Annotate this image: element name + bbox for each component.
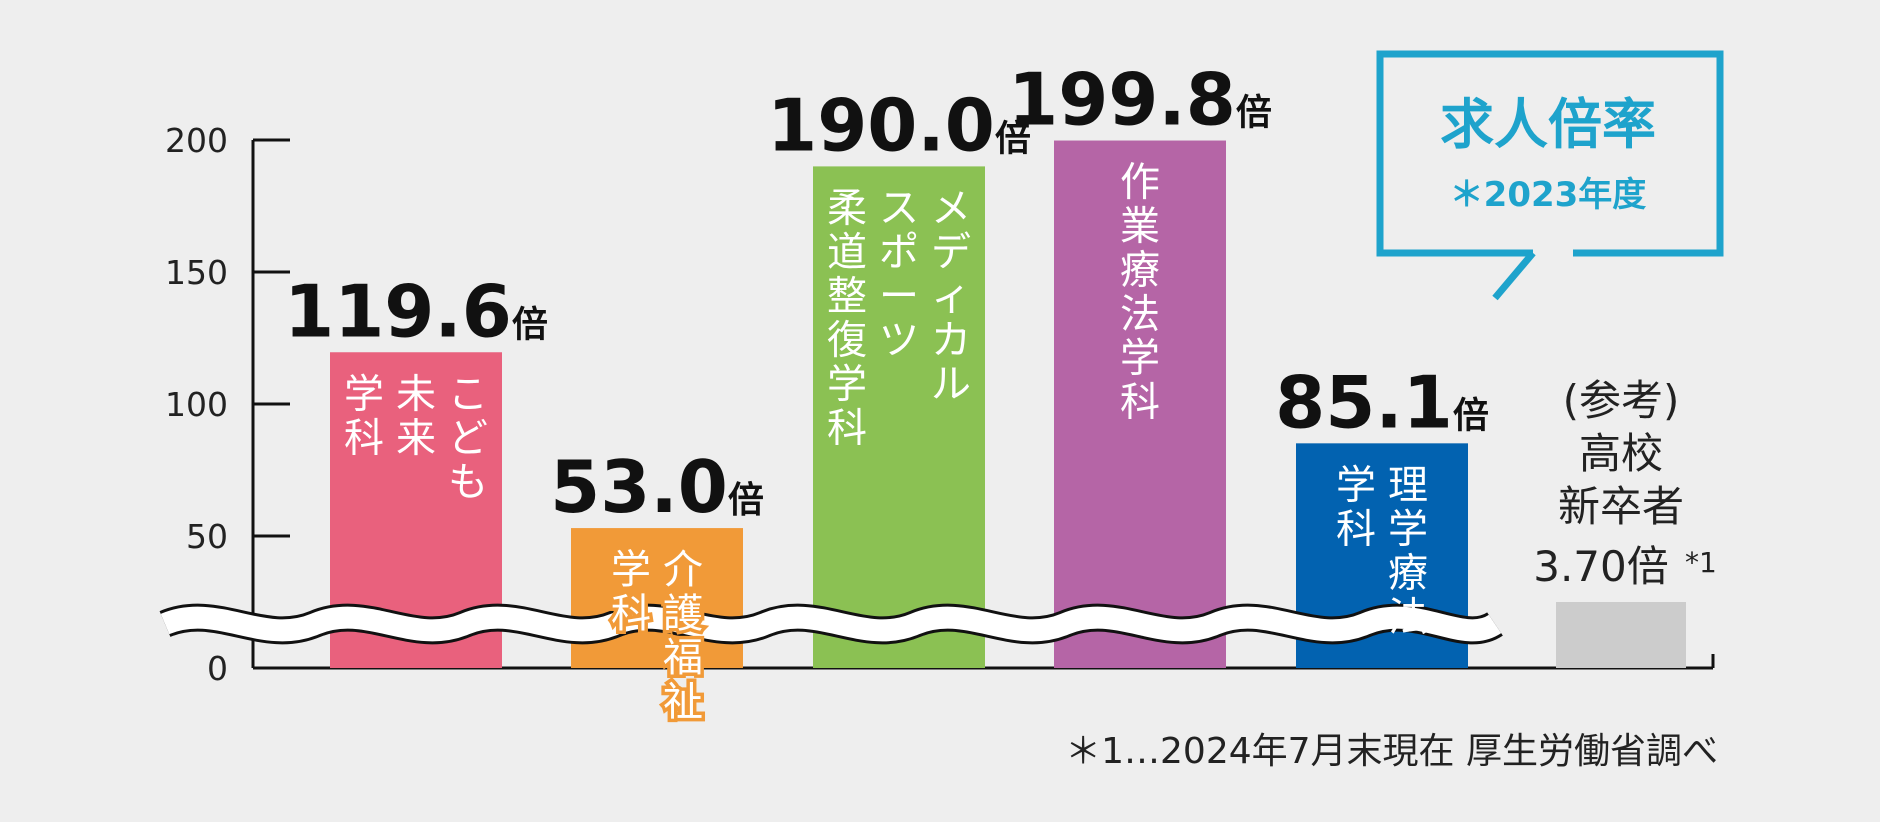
y-tick-label: 0 xyxy=(207,649,228,688)
value-label: 85.1倍 xyxy=(1275,360,1489,444)
bar-label-char: 復 xyxy=(827,317,867,363)
bar-label-char: 業 xyxy=(1120,204,1160,250)
value-label: 119.6倍 xyxy=(284,269,548,353)
bar xyxy=(813,166,985,668)
bar-label-char: 福 xyxy=(663,635,703,681)
bar-label-char: 未 xyxy=(396,371,436,417)
bar-label-char: も xyxy=(448,459,488,505)
bar-label-char: 科 xyxy=(344,415,384,461)
bar-label-char: 整 xyxy=(827,273,867,319)
y-tick-label: 50 xyxy=(186,517,228,556)
reference-label: (参考) xyxy=(1563,376,1680,425)
y-tick-label: 150 xyxy=(165,253,228,292)
bar-label-char: 科 xyxy=(1120,380,1160,426)
callout-tail xyxy=(1492,250,1536,301)
reference-bar xyxy=(1556,602,1686,668)
bar-label-char: こ xyxy=(448,371,488,417)
bar-label-char: ー xyxy=(879,273,919,319)
bar-label-char: カ xyxy=(931,317,971,363)
bar-label-char: ツ xyxy=(879,317,919,363)
bar-label-char: ポ xyxy=(879,229,919,275)
bar-label-char: 理 xyxy=(1388,462,1428,508)
bar-label-char: 科 xyxy=(1336,506,1376,552)
reference-label: 高校 xyxy=(1579,429,1663,478)
bar-label-char: 学 xyxy=(611,547,651,593)
y-tick-label: 100 xyxy=(165,385,228,424)
bar-label-char: 科 xyxy=(827,405,867,451)
callout-box xyxy=(1376,50,1724,257)
bar-label-char: ど xyxy=(448,415,488,461)
callout-subtitle: ＊2023年度 xyxy=(1450,175,1647,215)
bar-label-char: 柔 xyxy=(827,185,867,231)
bar xyxy=(1054,140,1226,668)
bar xyxy=(571,528,743,668)
bar-label-char: 作 xyxy=(1120,160,1160,206)
bar-label-char: 療 xyxy=(1120,248,1160,294)
bar-label-char: 療 xyxy=(1388,550,1428,596)
value-label: 53.0倍 xyxy=(550,445,764,529)
bar-label-char: ル xyxy=(931,361,971,407)
bar-label-char: 来 xyxy=(396,415,436,461)
bar-label-char: 学 xyxy=(1336,462,1376,508)
bar-label-char: 道 xyxy=(827,229,867,275)
value-label: 190.0倍 xyxy=(767,83,1031,167)
bar-label-char: メ xyxy=(931,185,971,231)
bar-label-char: 護 xyxy=(663,591,703,637)
axis-break-fill xyxy=(160,606,1502,642)
value-label: 199.8倍 xyxy=(1008,58,1272,142)
bar-label-char: 介 xyxy=(663,547,703,593)
callout-title: 求人倍率 xyxy=(1440,93,1656,156)
bar-label-char: 法 xyxy=(1388,594,1428,640)
footnote: ＊1…2024年7月末現在 厚生労働省調べ xyxy=(1065,731,1718,772)
reference-label: 新卒者 xyxy=(1558,482,1684,531)
reference-note-mark: *1 xyxy=(1685,546,1717,579)
bar-label-char: 法 xyxy=(1120,292,1160,338)
bar-label-char: 学 xyxy=(827,361,867,407)
bar-label-char: 学 xyxy=(1388,506,1428,552)
bar-label-char: 科 xyxy=(611,591,651,637)
y-tick-label: 200 xyxy=(165,121,228,160)
bar-label-char: デ xyxy=(931,229,971,275)
bar-label-char: 学 xyxy=(344,371,384,417)
bar-label-char: ィ xyxy=(931,273,971,319)
bar-label-char: 祉 xyxy=(663,679,703,725)
reference-value-label: 3.70倍 xyxy=(1533,542,1669,591)
bar-label-char: ス xyxy=(879,185,919,231)
bar-label-char: 学 xyxy=(1120,336,1160,382)
